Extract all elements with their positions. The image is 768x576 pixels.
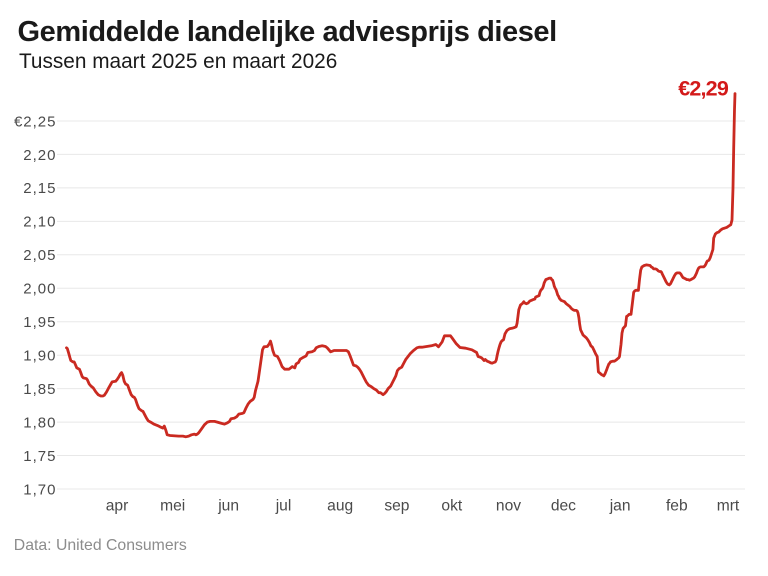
svg-text:1,85: 1,85 — [23, 381, 56, 398]
svg-text:2,10: 2,10 — [23, 214, 56, 231]
svg-text:apr: apr — [106, 498, 129, 515]
svg-text:1,70: 1,70 — [23, 481, 56, 498]
svg-text:1,80: 1,80 — [23, 414, 56, 431]
svg-text:sep: sep — [384, 498, 409, 515]
svg-text:jun: jun — [217, 498, 239, 515]
svg-text:2,05: 2,05 — [23, 247, 56, 264]
svg-text:2,20: 2,20 — [23, 147, 56, 164]
svg-text:feb: feb — [666, 498, 688, 515]
svg-text:€2,25: €2,25 — [14, 113, 57, 130]
svg-text:dec: dec — [551, 498, 576, 515]
svg-text:2,00: 2,00 — [23, 281, 56, 298]
svg-text:1,75: 1,75 — [23, 448, 56, 465]
svg-text:mei: mei — [160, 498, 185, 515]
svg-text:okt: okt — [441, 498, 462, 515]
svg-text:2,15: 2,15 — [23, 180, 56, 197]
svg-text:jul: jul — [275, 498, 292, 515]
svg-text:nov: nov — [496, 498, 521, 515]
svg-text:1,90: 1,90 — [23, 348, 56, 365]
svg-text:aug: aug — [327, 498, 353, 515]
svg-text:€2,29: €2,29 — [678, 77, 729, 101]
svg-text:mrt: mrt — [717, 498, 740, 515]
svg-text:1,95: 1,95 — [23, 314, 56, 331]
svg-text:jan: jan — [609, 498, 631, 515]
